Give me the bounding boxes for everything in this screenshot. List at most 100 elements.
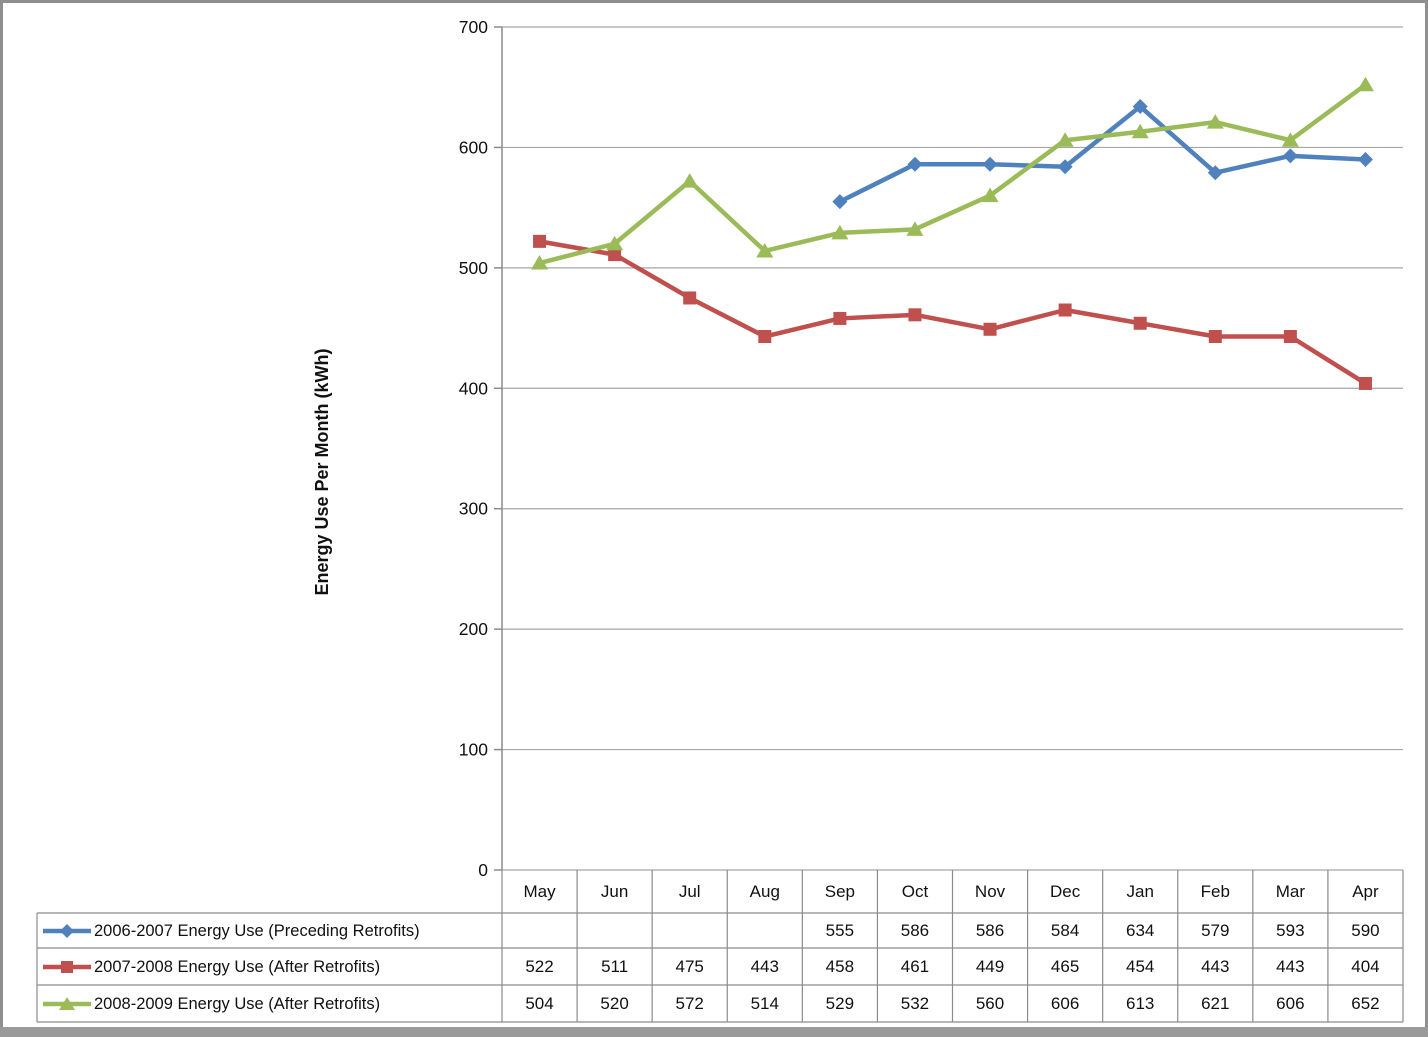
value-cell: 404 — [1351, 957, 1380, 976]
value-cell: 584 — [1050, 921, 1080, 940]
series-1-square-marker — [533, 234, 547, 248]
value-cell: 475 — [675, 957, 704, 976]
series-1-square-marker — [1283, 330, 1297, 344]
y-tick-label-0: 0 — [478, 860, 488, 880]
value-cell: 514 — [750, 994, 779, 1013]
value-cell — [727, 914, 802, 948]
month-header-cell: Sep — [824, 882, 855, 901]
series-1-square-marker — [908, 308, 922, 322]
month-header-cell: Dec — [1050, 882, 1081, 901]
month-header-cell: Mar — [1275, 882, 1305, 901]
legend-cell: 2007-2008 Energy Use (After Retrofits) — [39, 949, 500, 985]
y-tick-label-600: 600 — [459, 137, 488, 157]
legend-label: 2007-2008 Energy Use (After Retrofits) — [94, 957, 381, 976]
legend-label: 2006-2007 Energy Use (Preceding Retrofit… — [94, 921, 420, 940]
y-axis-title: Energy Use Per Month (kWh) — [312, 348, 332, 596]
series-2-triangle-marker — [1281, 132, 1299, 147]
series-1-square-marker — [758, 330, 772, 344]
series-0-diamond-marker — [907, 156, 923, 172]
value-cell: 504 — [525, 994, 554, 1013]
series-1-square-marker — [683, 291, 697, 305]
value-cell: 586 — [975, 921, 1005, 940]
value-cell: 572 — [675, 994, 704, 1013]
series-2-triangle-marker — [831, 224, 849, 240]
value-cell: 606 — [1276, 994, 1305, 1013]
series-0-diamond-marker — [1207, 165, 1223, 181]
y-tick-label-700: 700 — [459, 17, 488, 37]
series-1-square-marker — [1358, 376, 1372, 390]
value-cell — [652, 914, 727, 948]
series-1-square-marker — [833, 311, 847, 325]
value-cell — [577, 914, 652, 948]
value-cell: 443 — [1276, 957, 1305, 976]
series-0-diamond-marker — [1057, 159, 1073, 175]
legend-square-icon — [43, 961, 91, 973]
value-cell: 443 — [750, 957, 779, 976]
value-cell: 465 — [1050, 957, 1080, 976]
month-header-cell: Nov — [974, 882, 1006, 901]
series-line-1 — [537, 239, 1368, 386]
series-1-square-marker — [1058, 303, 1072, 317]
series-2-triangle-marker — [531, 255, 549, 270]
value-cell: 449 — [975, 957, 1005, 976]
value-cell: 454 — [1126, 957, 1155, 976]
value-cell: 443 — [1201, 957, 1230, 976]
month-header-cell: May — [523, 882, 556, 901]
legend-cell: 2008-2009 Energy Use (After Retrofits) — [39, 986, 500, 1022]
legend-cell: 2006-2007 Energy Use (Preceding Retrofit… — [39, 914, 500, 948]
month-header-cell: Apr — [1352, 882, 1379, 901]
value-cell — [502, 914, 577, 948]
value-cell: 520 — [600, 994, 629, 1013]
series-2-triangle-marker — [756, 242, 774, 258]
value-cell: 522 — [525, 957, 554, 976]
value-cell: 621 — [1201, 994, 1230, 1013]
value-cell: 532 — [900, 994, 930, 1013]
value-cell: 634 — [1126, 921, 1155, 940]
value-cell: 652 — [1351, 994, 1380, 1013]
series-0-diamond-marker — [982, 156, 998, 172]
series-2-triangle-marker — [606, 235, 624, 251]
series-line-2 — [537, 82, 1368, 266]
series-2-triangle-marker — [681, 173, 699, 188]
value-cell: 458 — [825, 957, 855, 976]
value-cell: 613 — [1126, 994, 1155, 1013]
value-cell: 590 — [1351, 921, 1380, 940]
series-2-triangle-marker — [1131, 123, 1149, 139]
y-tick-label-200: 200 — [459, 619, 488, 639]
frame-bottom-band — [0, 1027, 1428, 1037]
value-cell: 529 — [825, 994, 855, 1013]
series-2-triangle-marker — [981, 187, 999, 203]
month-header-cell: Oct — [901, 882, 929, 901]
y-tick-label-400: 400 — [459, 378, 488, 398]
series-0-diamond-marker — [1282, 148, 1298, 164]
value-cell: 586 — [900, 921, 930, 940]
series-0-diamond-marker — [1357, 151, 1373, 167]
value-cell: 555 — [825, 921, 855, 940]
series-1-square-marker — [608, 248, 622, 262]
series-2-triangle-marker — [1056, 132, 1074, 147]
month-header-cell: Feb — [1200, 882, 1230, 901]
value-cell: 593 — [1276, 921, 1305, 940]
series-1-square-marker — [1208, 330, 1222, 344]
month-header-cell: Jan — [1126, 882, 1154, 901]
series-2-triangle-marker — [906, 221, 924, 236]
legend-triangle-icon — [43, 997, 91, 1010]
series-1-square-marker — [983, 322, 997, 336]
series-1-square-marker — [1133, 316, 1147, 330]
y-tick-label-300: 300 — [459, 499, 488, 519]
value-cell: 606 — [1050, 994, 1080, 1013]
series-0-diamond-marker — [1132, 98, 1148, 114]
month-header-cell: Jul — [678, 882, 701, 901]
value-cell: 579 — [1201, 921, 1230, 940]
legend-label: 2008-2009 Energy Use (After Retrofits) — [94, 994, 381, 1013]
series-2-triangle-marker — [1356, 76, 1374, 92]
y-tick-label-500: 500 — [459, 258, 488, 278]
month-header-cell: Aug — [749, 882, 780, 901]
month-header-cell: Jun — [600, 882, 629, 901]
y-tick-label-100: 100 — [459, 740, 488, 760]
series-0-diamond-marker — [832, 194, 848, 210]
legend-diamond-icon — [43, 924, 91, 938]
series-2-triangle-marker — [1206, 114, 1224, 129]
